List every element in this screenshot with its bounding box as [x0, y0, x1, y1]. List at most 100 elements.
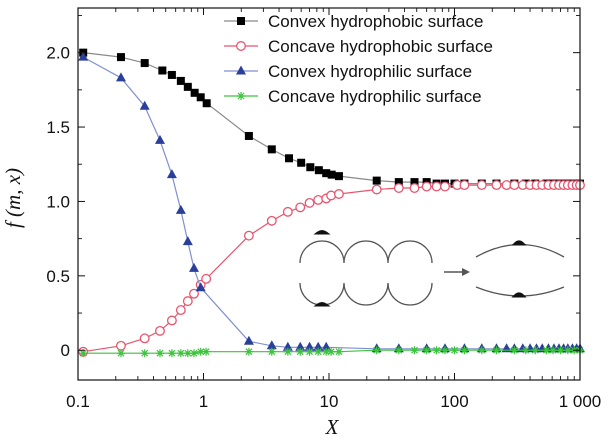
data-point: [196, 347, 205, 356]
x-tick-label: 1: [199, 392, 208, 411]
data-point: [459, 180, 470, 191]
y-tick-label: 2.0: [46, 44, 70, 63]
data-point: [155, 325, 165, 336]
legend-item: Concave hydrophobic surface: [224, 37, 493, 56]
inset-droplet: [313, 302, 331, 307]
data-point: [183, 349, 192, 358]
legend-item: Convex hydrophobic surface: [224, 12, 483, 31]
data-point: [297, 158, 306, 167]
data-point: [267, 145, 276, 154]
data-point: [190, 88, 199, 97]
legend-label: Convex hydrophilic surface: [268, 62, 472, 81]
data-point: [266, 215, 277, 226]
data-point: [305, 347, 314, 356]
data-point: [421, 181, 432, 192]
data-point: [296, 347, 305, 356]
data-point: [202, 347, 211, 356]
data-point: [295, 202, 306, 213]
data-point: [236, 65, 246, 75]
inset-droplet: [511, 292, 527, 298]
data-point: [266, 340, 277, 350]
y-axis-label: f (m, x): [1, 168, 25, 228]
data-point: [491, 180, 502, 191]
data-point: [237, 17, 245, 25]
data-point: [154, 134, 165, 144]
x-tick-label: 100: [440, 392, 468, 411]
x-tick-label: 10: [320, 392, 339, 411]
data-point: [115, 72, 126, 82]
data-point: [243, 335, 254, 345]
legend-label: Convex hydrophobic surface: [268, 12, 483, 31]
data-point: [139, 100, 150, 110]
data-point: [422, 346, 431, 355]
data-point: [450, 346, 459, 355]
legend: Convex hydrophobic surface Concave hydrop…: [224, 12, 493, 106]
data-point: [155, 349, 164, 358]
data-point: [139, 333, 150, 344]
data-point: [314, 347, 323, 356]
inset-convex-arcs: [299, 240, 433, 264]
data-point: [188, 262, 199, 272]
data-point: [549, 346, 558, 355]
data-point: [460, 346, 469, 355]
data-point: [327, 170, 336, 179]
surface-schematic-inset: [299, 230, 565, 307]
data-point: [196, 93, 205, 102]
data-point: [175, 305, 186, 316]
data-point: [509, 180, 520, 191]
data-point: [182, 296, 193, 307]
data-point: [556, 346, 565, 355]
data-point: [371, 184, 382, 195]
data-point: [440, 181, 450, 192]
data-point: [167, 70, 176, 79]
data-point: [477, 346, 486, 355]
data-point: [237, 92, 245, 100]
data-point: [492, 346, 501, 355]
data-point: [167, 349, 176, 358]
x-axis-label: X: [325, 415, 340, 439]
data-point: [410, 346, 419, 355]
series-2: [78, 180, 585, 357]
data-point: [116, 340, 126, 351]
inset-droplet: [511, 240, 527, 246]
data-point: [521, 346, 530, 355]
data-point: [393, 183, 404, 193]
data-point: [306, 163, 315, 172]
data-point: [431, 181, 442, 192]
axes-layer: 0.1 1 10 100 1 000 0 0.5 1.0 1.5 2.0: [46, 7, 601, 411]
data-point: [410, 178, 419, 187]
data-point: [333, 189, 344, 199]
y-tick-label: 0: [61, 341, 70, 360]
data-point: [183, 82, 192, 91]
data-point: [158, 66, 167, 75]
data-point: [334, 172, 343, 181]
series-layer: [78, 48, 585, 358]
legend-label: Concave hydrophobic surface: [268, 37, 493, 56]
data-point: [182, 236, 193, 246]
data-point: [166, 169, 177, 179]
legend-item: Convex hydrophilic surface: [224, 62, 472, 81]
data-point: [284, 154, 293, 163]
y-tick-label: 0.5: [46, 267, 70, 286]
data-point: [282, 206, 293, 217]
data-point: [542, 346, 551, 355]
data-point: [140, 59, 149, 68]
data-point: [202, 99, 211, 108]
data-point: [314, 166, 323, 175]
data-point: [176, 76, 185, 85]
data-point: [78, 51, 89, 61]
data-point: [409, 183, 420, 193]
data-point: [313, 195, 324, 205]
data-point: [175, 204, 186, 214]
data-point: [394, 346, 403, 355]
data-point: [189, 349, 198, 358]
data-point: [432, 346, 441, 355]
data-point: [322, 347, 331, 356]
data-point: [189, 288, 199, 299]
data-point: [394, 178, 403, 187]
legend-item: Concave hydrophilic surface: [224, 87, 482, 106]
data-point: [166, 315, 177, 326]
data-point: [510, 346, 519, 355]
